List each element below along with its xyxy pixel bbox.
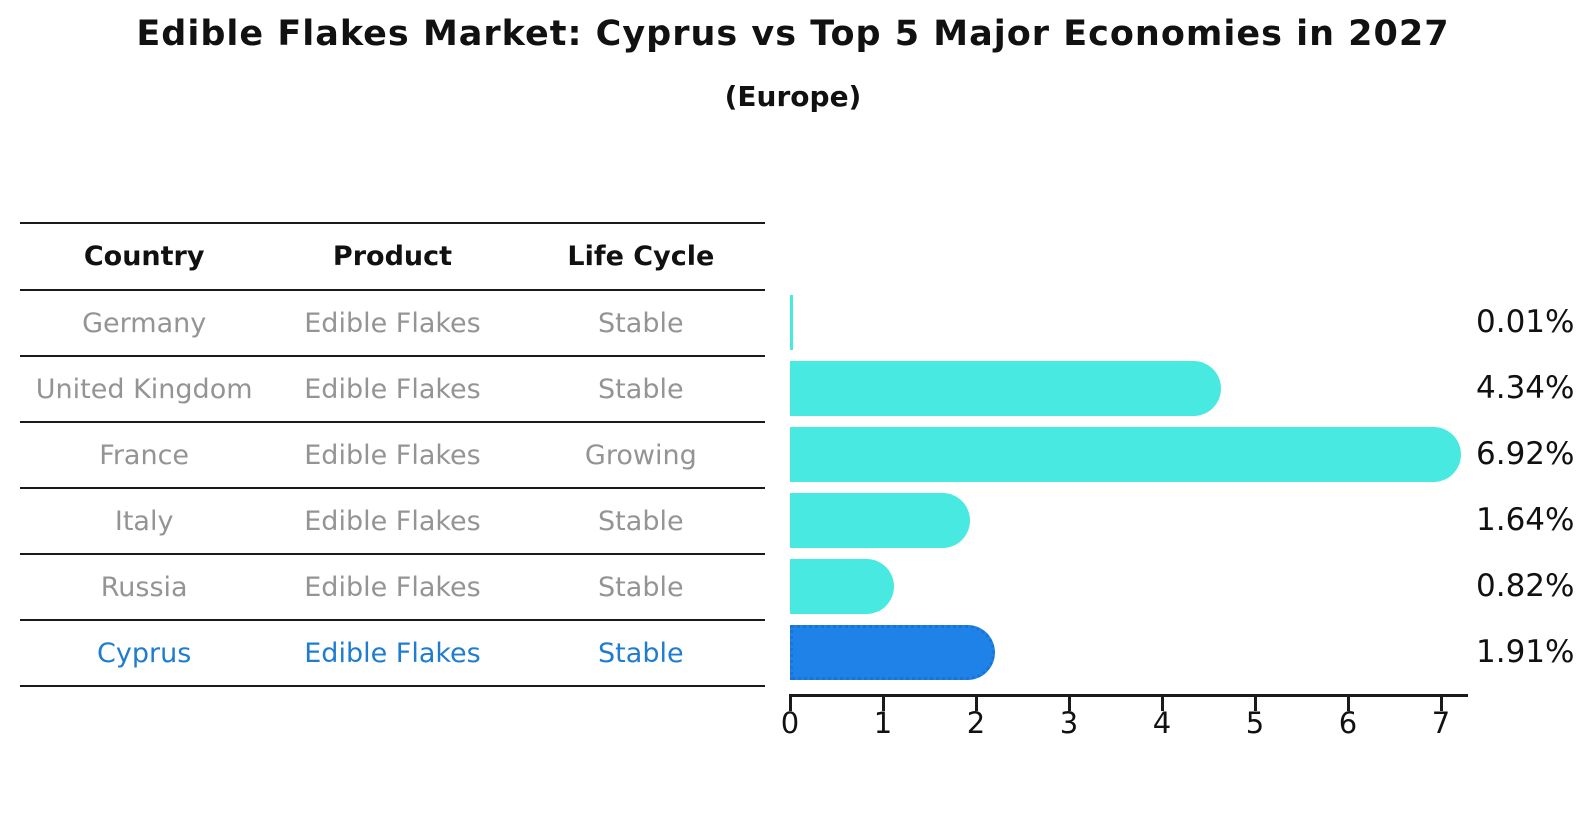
- value-label-united-kingdom: 4.34%: [1476, 370, 1575, 406]
- lifecycle-cell: Stable: [598, 637, 684, 669]
- x-axis-tick: [1439, 694, 1443, 711]
- country-cell: Russia: [100, 571, 188, 603]
- country-cell: Germany: [82, 307, 207, 339]
- table-row-france: France Edible Flakes Growing: [20, 423, 765, 489]
- x-axis-tick: [1346, 694, 1350, 711]
- bar-france: [790, 426, 1462, 482]
- product-cell: Edible Flakes: [304, 439, 481, 471]
- lifecycle-cell: Stable: [598, 571, 684, 603]
- x-axis-tick-label: 2: [966, 706, 986, 740]
- x-axis-tick: [974, 694, 978, 711]
- x-axis-tick: [1253, 694, 1257, 711]
- x-axis-tick-label: 5: [1245, 706, 1265, 740]
- x-axis-tick-label: 0: [780, 706, 800, 740]
- table-row-united-kingdom: United Kingdom Edible Flakes Stable: [20, 357, 765, 423]
- product-cell: Edible Flakes: [304, 637, 481, 669]
- table-row-cyprus-highlighted: Cyprus Edible Flakes Stable: [20, 621, 765, 687]
- value-label-russia: 0.82%: [1476, 568, 1575, 604]
- value-label-france: 6.92%: [1476, 436, 1575, 472]
- lifecycle-cell: Stable: [598, 307, 684, 339]
- bar-united-kingdom: [790, 360, 1222, 416]
- country-table: Country Product Life Cycle Germany Edibl…: [20, 222, 765, 687]
- x-axis-line: [789, 694, 1468, 697]
- x-axis-tick-label: 3: [1059, 706, 1079, 740]
- x-axis-tick-label: 1: [873, 706, 893, 740]
- product-cell: Edible Flakes: [304, 373, 481, 405]
- x-axis-tick: [881, 694, 885, 711]
- bar-italy: [790, 492, 971, 548]
- column-header-lifecycle: Life Cycle: [567, 241, 715, 272]
- lifecycle-cell: Stable: [598, 505, 684, 537]
- bar-russia: [790, 558, 894, 614]
- x-axis-tick: [788, 694, 792, 711]
- lifecycle-cell: Stable: [598, 373, 684, 405]
- x-axis-tick: [1067, 694, 1071, 711]
- product-cell: Edible Flakes: [304, 307, 481, 339]
- value-label-germany: 0.01%: [1476, 304, 1575, 340]
- country-cell: United Kingdom: [35, 373, 253, 405]
- x-axis-tick-label: 4: [1152, 706, 1172, 740]
- table-row-russia: Russia Edible Flakes Stable: [20, 555, 765, 621]
- table-row-germany: Germany Edible Flakes Stable: [20, 291, 765, 357]
- column-header-product: Product: [332, 241, 453, 272]
- column-header-country: Country: [83, 241, 205, 272]
- page-subtitle: (Europe): [724, 80, 862, 113]
- table-header-row: Country Product Life Cycle: [20, 224, 765, 291]
- lifecycle-cell: Growing: [584, 439, 697, 471]
- x-axis-tick-label: 6: [1338, 706, 1358, 740]
- country-cell: France: [99, 439, 190, 471]
- country-cell: Italy: [114, 505, 174, 537]
- value-label-italy: 1.64%: [1476, 502, 1575, 538]
- country-cell: Cyprus: [97, 637, 192, 669]
- bar-germany: [790, 294, 793, 350]
- value-label-cyprus: 1.91%: [1476, 634, 1575, 670]
- table-row-italy: Italy Edible Flakes Stable: [20, 489, 765, 555]
- product-cell: Edible Flakes: [304, 505, 481, 537]
- product-cell: Edible Flakes: [304, 571, 481, 603]
- bar-cyprus-highlighted: [790, 624, 996, 680]
- page-title: Edible Flakes Market: Cyprus vs Top 5 Ma…: [136, 14, 1450, 54]
- x-axis-tick: [1160, 694, 1164, 711]
- x-axis-tick-label: 7: [1431, 706, 1451, 740]
